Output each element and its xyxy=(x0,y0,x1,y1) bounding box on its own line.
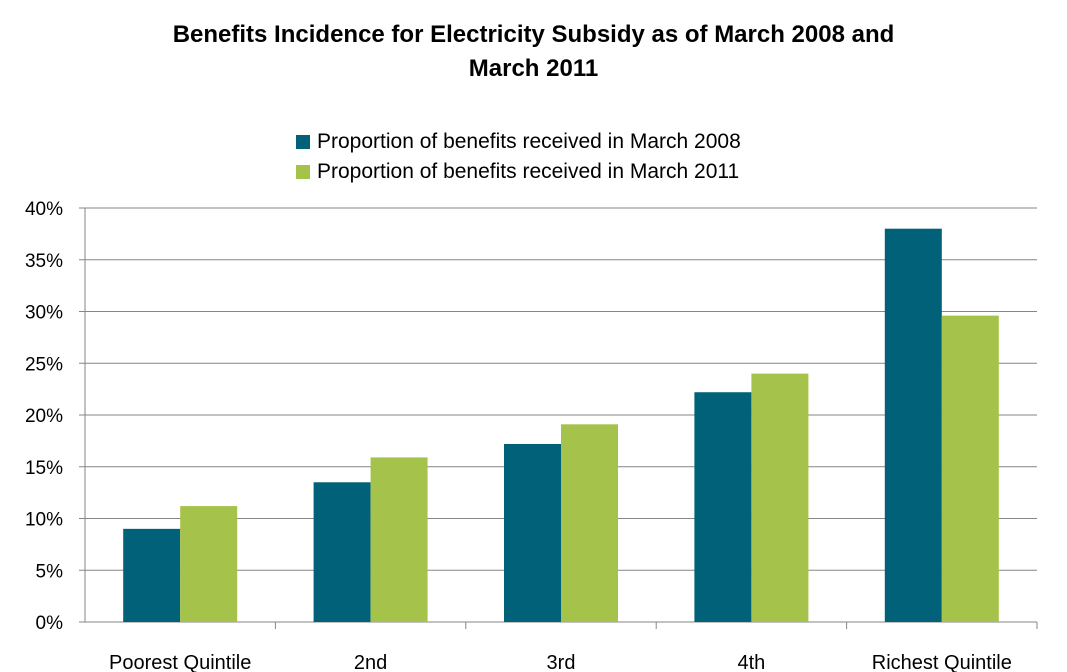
y-tick-label: 30% xyxy=(25,303,63,324)
bar-march-2008 xyxy=(884,228,942,622)
bar-march-2008 xyxy=(123,528,181,622)
y-tick-label: 25% xyxy=(25,354,63,375)
bar-march-2011 xyxy=(751,373,809,622)
x-tick-label: 4th xyxy=(737,652,765,672)
x-tick-label: Poorest Quintile xyxy=(109,652,251,672)
bar-march-2008 xyxy=(504,443,561,622)
x-tick-label: 3rd xyxy=(547,652,576,672)
chart-title: Benefits Incidence for Electricity Subsi… xyxy=(0,18,1067,86)
x-tick-label: 2nd xyxy=(354,652,387,672)
bar-march-2011 xyxy=(180,506,238,622)
legend-label-march-2011: Proportion of benefits received in March… xyxy=(317,160,740,183)
x-tick-label: Richest Quintile xyxy=(872,652,1012,672)
bar-march-2008 xyxy=(313,482,371,622)
chart-title-line-1: Benefits Incidence for Electricity Subsi… xyxy=(172,21,895,48)
bar-march-2008 xyxy=(694,392,752,622)
bar-march-2011 xyxy=(941,315,999,622)
legend-item-march-2008: Proportion of benefits received in March… xyxy=(296,127,741,157)
y-tick-label: 15% xyxy=(25,458,63,479)
bar-march-2011 xyxy=(370,457,428,622)
legend-swatch-march-2011 xyxy=(296,165,310,179)
y-tick-label: 20% xyxy=(25,406,63,427)
y-tick-label: 35% xyxy=(25,251,63,272)
y-tick-label: 0% xyxy=(36,613,64,634)
bar-march-2011 xyxy=(561,424,618,622)
legend-swatch-march-2008 xyxy=(296,135,310,149)
legend-label-march-2008: Proportion of benefits received in March… xyxy=(317,130,741,153)
y-tick-label: 10% xyxy=(25,510,63,531)
legend-item-march-2011: Proportion of benefits received in March… xyxy=(296,157,741,187)
y-tick-label: 5% xyxy=(36,561,64,582)
chart-title-line-2: March 2011 xyxy=(468,55,599,82)
y-tick-label: 40% xyxy=(25,199,63,220)
chart-legend: Proportion of benefits received in March… xyxy=(296,127,741,187)
